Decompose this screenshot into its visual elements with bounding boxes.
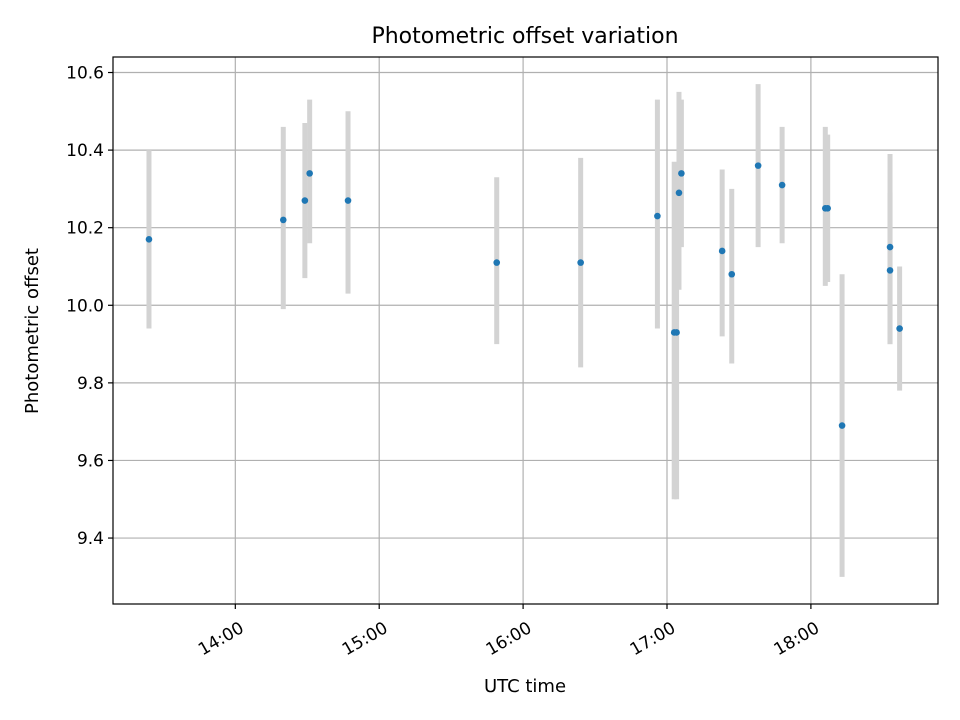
y-tick-label: 10.6	[66, 64, 104, 84]
data-point	[824, 204, 831, 212]
y-tick-label: 10.4	[66, 141, 104, 161]
data-point	[754, 162, 762, 169]
data-point	[577, 259, 584, 266]
data-point	[718, 247, 726, 255]
y-axis-label: Photometric offset	[22, 248, 43, 414]
data-point	[896, 325, 903, 332]
data-point	[301, 197, 309, 204]
data-point	[675, 189, 683, 197]
chart-title: Photometric offset variation	[371, 24, 678, 49]
data-point	[654, 212, 661, 220]
y-tick-label: 9.6	[77, 451, 104, 471]
y-tick-label: 10.2	[66, 219, 104, 239]
data-points	[145, 162, 903, 429]
data-point	[886, 243, 894, 251]
data-point	[145, 236, 153, 243]
data-point	[778, 181, 786, 189]
data-point	[306, 170, 313, 177]
y-tick-label: 10.0	[66, 296, 104, 316]
data-point	[728, 270, 736, 278]
x-axis-label: UTC time	[484, 676, 566, 697]
y-tick-label: 9.4	[77, 529, 104, 549]
y-tick-label: 9.8	[77, 374, 104, 394]
grid	[113, 57, 938, 604]
data-point	[673, 329, 680, 336]
y-axis-ticks: 9.4 9.6 9.8 10.0 10.2 10.4 10.6	[66, 64, 113, 549]
data-point	[838, 422, 846, 429]
data-point	[344, 197, 352, 204]
plot-frame	[112, 56, 939, 605]
data-point	[493, 259, 501, 266]
data-point	[279, 216, 287, 224]
data-point	[678, 170, 685, 177]
data-point	[886, 267, 894, 274]
